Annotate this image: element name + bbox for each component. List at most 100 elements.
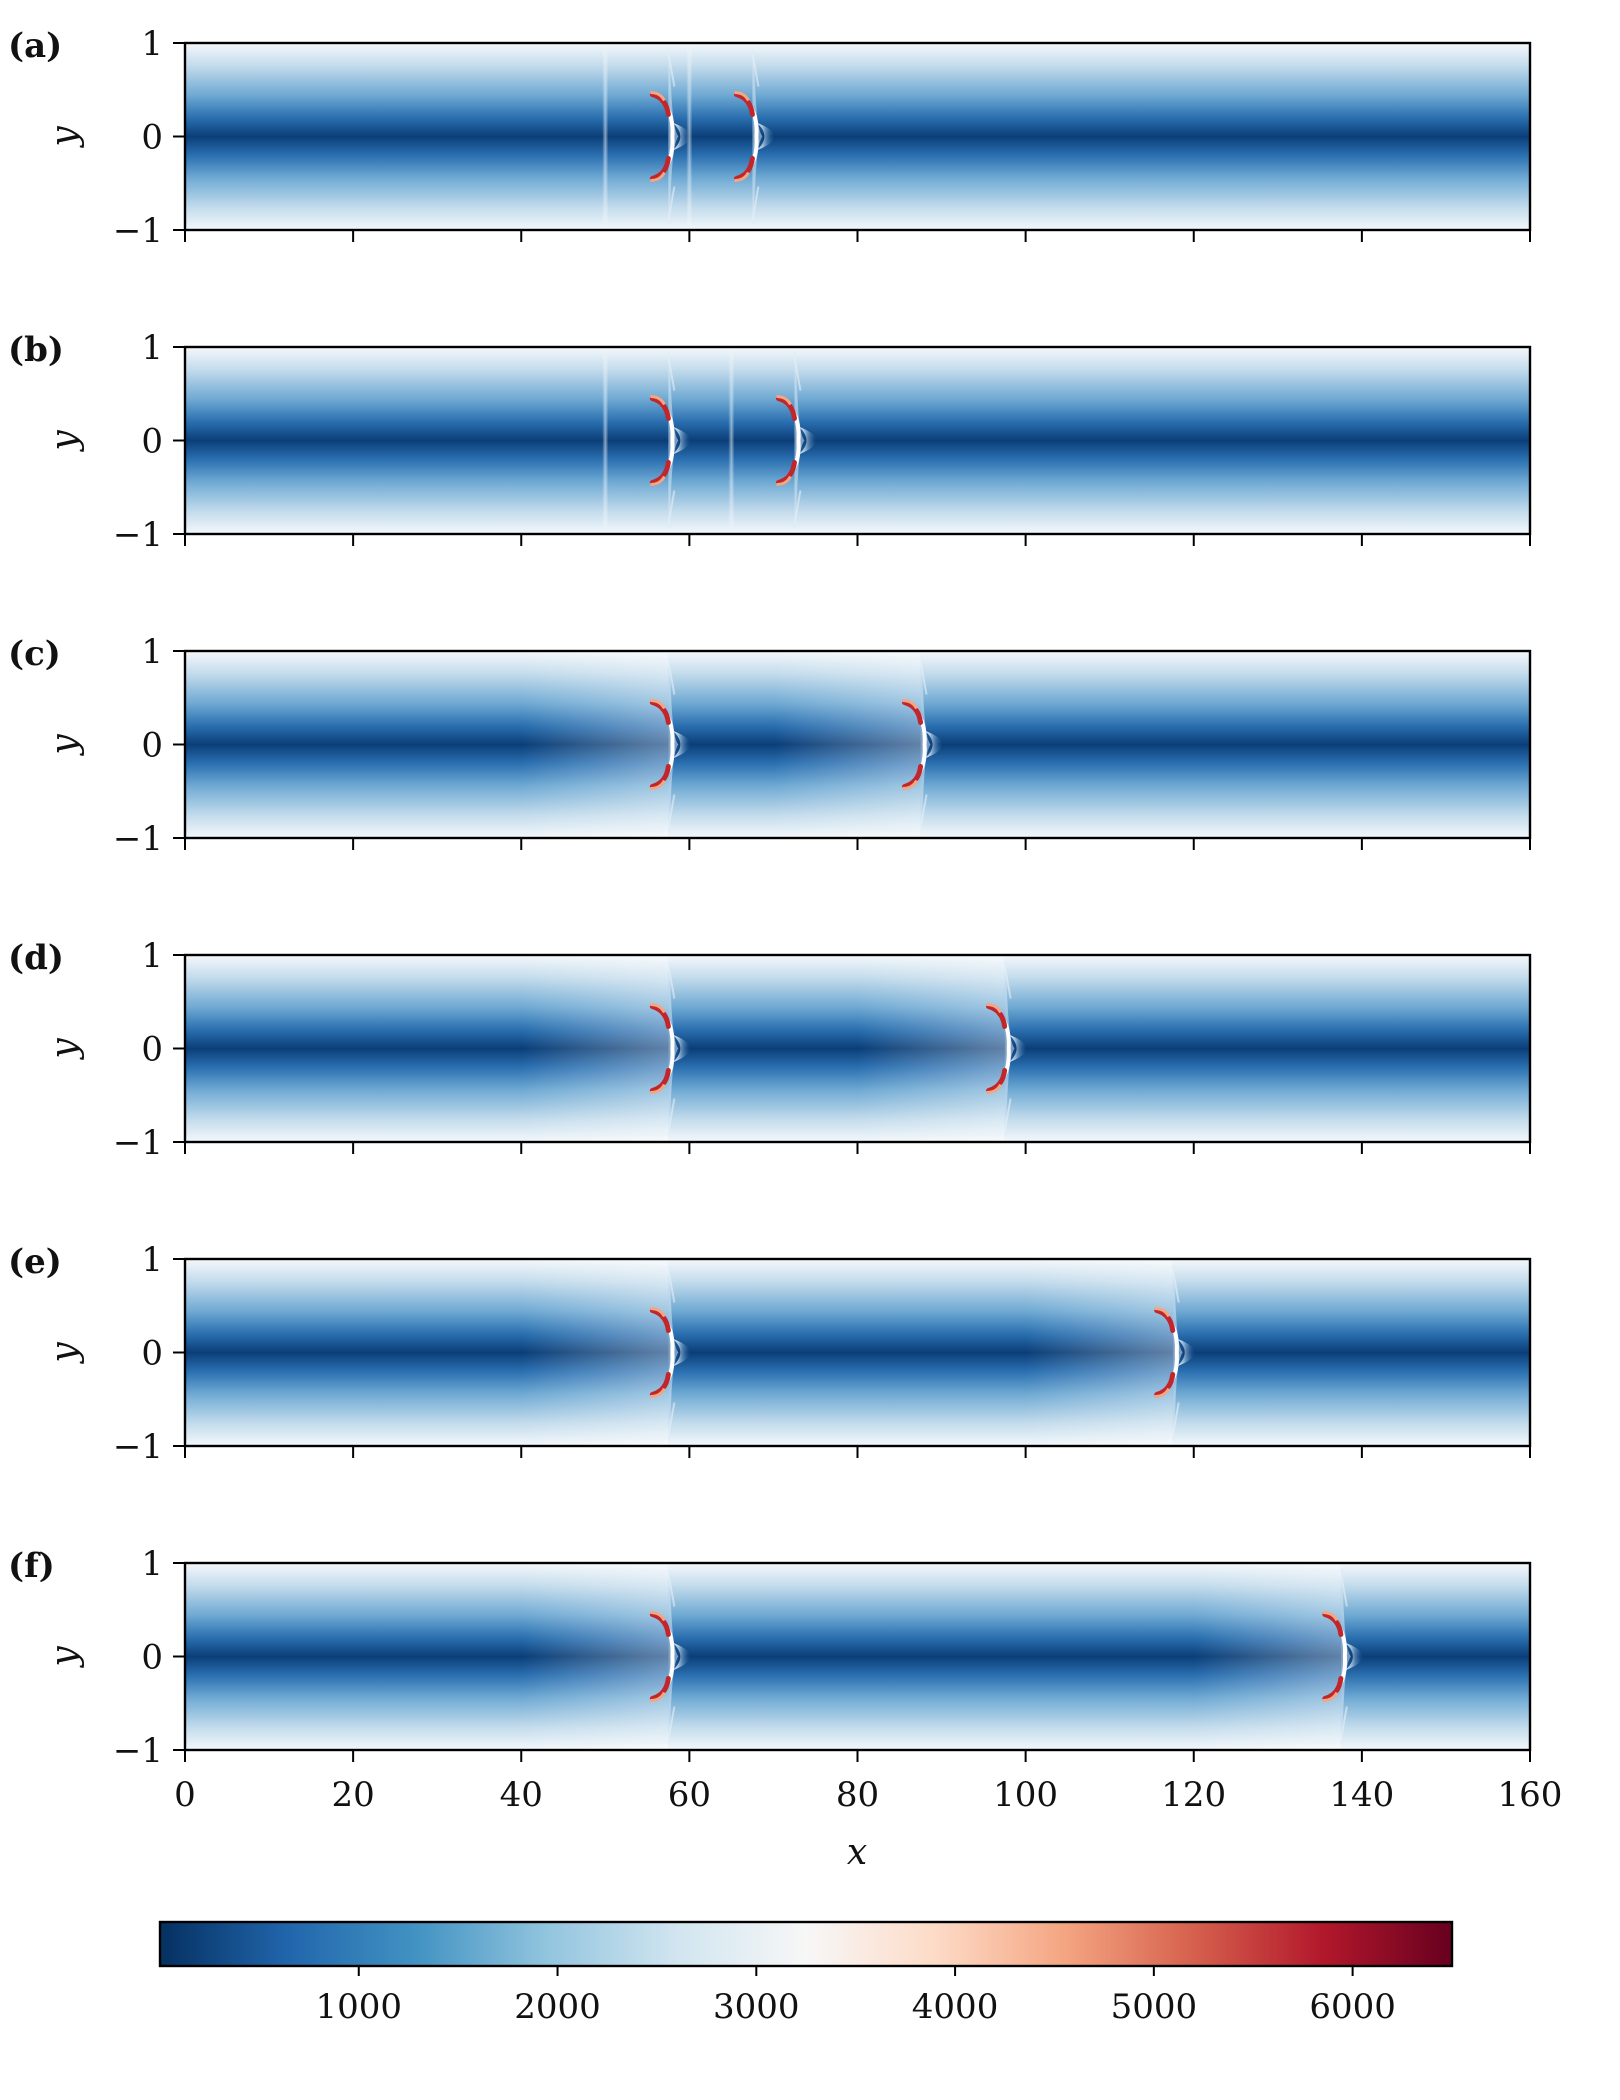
front-peak-upper — [986, 1004, 1008, 1029]
y-tick-label: −1 — [113, 1123, 163, 1163]
front-wake — [672, 1642, 691, 1671]
y-tick-label: 1 — [141, 632, 163, 672]
front-peak-upper — [902, 700, 924, 725]
front-streak — [919, 660, 928, 829]
front-wake — [672, 122, 691, 151]
front-wake — [798, 426, 817, 455]
front-wake — [924, 730, 943, 759]
y-axis-label: y — [44, 734, 85, 757]
y-tick-label: −1 — [113, 1427, 163, 1467]
heatmap — [185, 1563, 1530, 1750]
panel: −1 0 1 y (b) — [8, 328, 1532, 555]
y-tick-label: −1 — [113, 819, 163, 859]
wake-fade — [773, 651, 921, 838]
heatmap — [185, 1259, 1530, 1446]
front-halo-upper — [776, 395, 792, 406]
panel: −1 0 1 y (d) — [8, 936, 1532, 1163]
front-wake — [1176, 1338, 1195, 1367]
heatmap-field — [185, 347, 1530, 534]
y-axis-label: y — [44, 1646, 85, 1669]
front-streak — [667, 1268, 676, 1437]
x-tick-label: 80 — [836, 1775, 879, 1815]
y-tick-label: −1 — [113, 515, 163, 555]
colorbar: 1000 2000 3000 4000 5000 6000 — [158, 1920, 1454, 2027]
y-tick-label: 1 — [141, 1544, 163, 1584]
y-tick-label: 0 — [141, 422, 163, 462]
front-peak-upper — [1154, 1308, 1176, 1333]
panel-label: (e) — [8, 1242, 62, 1282]
front-halo-lower — [734, 171, 750, 182]
front — [986, 955, 1027, 1142]
front-halo-upper — [650, 395, 666, 406]
front-halo-upper — [1154, 1307, 1171, 1318]
front-peak-lower — [649, 156, 671, 181]
heatmap — [185, 347, 1530, 534]
panel-label: (b) — [8, 330, 64, 370]
x-tick-label: 20 — [331, 1775, 374, 1815]
panel: −1 0 1 y (e) — [8, 1240, 1532, 1467]
x-tick-label: 60 — [668, 1775, 711, 1815]
front-peak-upper — [649, 1308, 671, 1333]
front-wake — [1344, 1642, 1363, 1671]
step-edge — [602, 347, 609, 534]
front-peak-upper — [775, 396, 797, 421]
front — [1154, 1259, 1195, 1446]
y-tick-label: 1 — [141, 24, 163, 64]
wake-fade — [857, 955, 1005, 1142]
y-tick-label: 1 — [141, 328, 163, 368]
front — [649, 651, 691, 838]
front-streak — [667, 964, 676, 1133]
front-streak — [667, 356, 676, 525]
panel-label: (c) — [8, 634, 61, 674]
y-tick-label: −1 — [113, 211, 163, 251]
panel-label: (d) — [8, 938, 64, 978]
front-halo-upper — [650, 1611, 666, 1622]
panel: −1 0 1 y (a) — [8, 24, 1532, 251]
front-halo-lower — [902, 779, 918, 790]
y-axis-label: y — [44, 126, 85, 149]
step-edge — [728, 347, 735, 534]
x-tick-label: 120 — [1161, 1775, 1226, 1815]
front-streak — [667, 52, 676, 221]
front-peak-lower — [649, 1676, 671, 1701]
y-tick-label: 0 — [141, 1334, 163, 1374]
front-peak-lower — [649, 764, 671, 789]
x-tick-label: 40 — [500, 1775, 543, 1815]
y-axis-label: y — [44, 430, 85, 453]
heatmap — [185, 651, 1530, 838]
step-edge — [602, 43, 609, 230]
x-tick-label: 160 — [1498, 1775, 1563, 1815]
front-peak-lower — [775, 460, 797, 485]
front — [902, 651, 943, 838]
front-wake — [672, 1034, 691, 1063]
front-halo-lower — [650, 475, 666, 486]
y-tick-label: 0 — [141, 1638, 163, 1678]
front-streak — [751, 52, 760, 221]
panels: −1 0 1 y (a) −1 0 1 y (b) −1 0 1 y (c) −1 0 1 y (d) −1 0 1 y (e)… — [8, 24, 1532, 1771]
front-halo-lower — [776, 475, 792, 486]
front-peak-lower — [649, 1372, 671, 1397]
front-halo-lower — [650, 1387, 666, 1398]
front-streak — [667, 660, 676, 829]
front — [733, 43, 775, 230]
front-wake — [672, 730, 691, 759]
front-wake — [672, 426, 691, 455]
front-halo-lower — [1322, 1691, 1339, 1702]
wake-fade — [1025, 1259, 1173, 1446]
front-peak-upper — [649, 396, 671, 421]
panel-label: (a) — [8, 26, 62, 66]
front — [649, 1259, 691, 1446]
front-peak-lower — [902, 764, 924, 789]
y-axis-label: y — [44, 1342, 85, 1365]
colorbar-bar — [158, 1920, 1454, 1968]
front-streak — [667, 1572, 676, 1741]
front-halo-upper — [986, 1003, 1002, 1014]
front-halo-upper — [902, 699, 918, 710]
front-peak-upper — [649, 92, 671, 117]
front-peak-upper — [733, 92, 755, 117]
front-peak-lower — [1154, 1372, 1176, 1397]
front-streak — [793, 356, 802, 525]
front-halo-lower — [650, 1691, 666, 1702]
wake-fade — [521, 955, 669, 1142]
